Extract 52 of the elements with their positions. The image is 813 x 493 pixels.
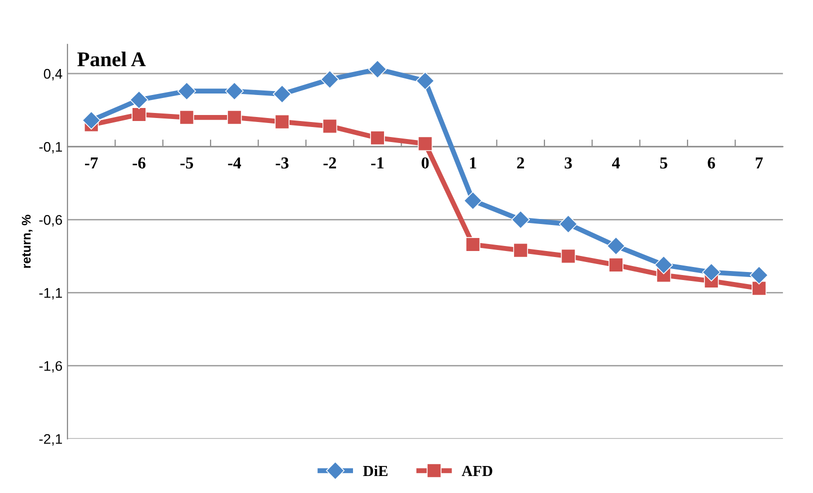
point xyxy=(177,82,196,100)
point xyxy=(654,256,673,274)
point xyxy=(179,110,194,125)
y-tick-label: -0,6 xyxy=(39,214,62,226)
chart-title: Panel A xyxy=(77,52,146,66)
point xyxy=(322,118,338,134)
y-tick-label: -1,6 xyxy=(39,361,62,373)
point xyxy=(606,236,626,256)
point xyxy=(608,258,624,272)
point xyxy=(416,72,434,90)
point xyxy=(513,242,528,258)
legend-label: DiE xyxy=(363,465,388,476)
x-tick-label: 5 xyxy=(660,158,668,169)
point xyxy=(225,82,244,100)
x-tick-label: 3 xyxy=(564,157,572,169)
x-tick-label: -1 xyxy=(371,157,384,168)
point xyxy=(82,111,101,130)
point xyxy=(320,70,340,89)
legend-label: AFD xyxy=(462,466,492,476)
point xyxy=(752,280,766,296)
point xyxy=(418,136,433,152)
x-tick-label: 2 xyxy=(517,157,524,168)
point xyxy=(466,237,480,252)
x-tick-label: -3 xyxy=(276,157,288,169)
point xyxy=(464,191,482,210)
x-tick-label: -7 xyxy=(84,158,98,168)
x-tick-label: -5 xyxy=(180,158,194,169)
point xyxy=(559,214,578,234)
point xyxy=(274,114,290,130)
point xyxy=(130,90,148,110)
x-tick-label: -2 xyxy=(323,157,336,168)
x-tick-label: 0 xyxy=(422,157,429,169)
y-tick-label: -0,1 xyxy=(39,142,62,154)
x-tick-label: 6 xyxy=(708,157,716,169)
x-tick-label: 4 xyxy=(612,157,620,168)
point xyxy=(227,110,242,125)
point xyxy=(560,248,576,264)
point xyxy=(511,210,530,229)
x-tick-label: -4 xyxy=(228,157,242,168)
point xyxy=(702,262,721,282)
x-tick-label: 1 xyxy=(470,157,476,168)
y-tick-label: -2,1 xyxy=(39,434,62,446)
y-tick-label: -1,1 xyxy=(39,288,62,300)
point xyxy=(272,84,292,104)
point xyxy=(370,130,385,146)
point xyxy=(132,107,146,122)
y-axis-title: return, % xyxy=(22,214,32,268)
point xyxy=(750,266,768,284)
x-tick-label: -6 xyxy=(132,157,146,169)
x-tick-label: 7 xyxy=(756,158,763,168)
point xyxy=(368,60,387,78)
y-tick-label: 0,4 xyxy=(44,68,62,80)
